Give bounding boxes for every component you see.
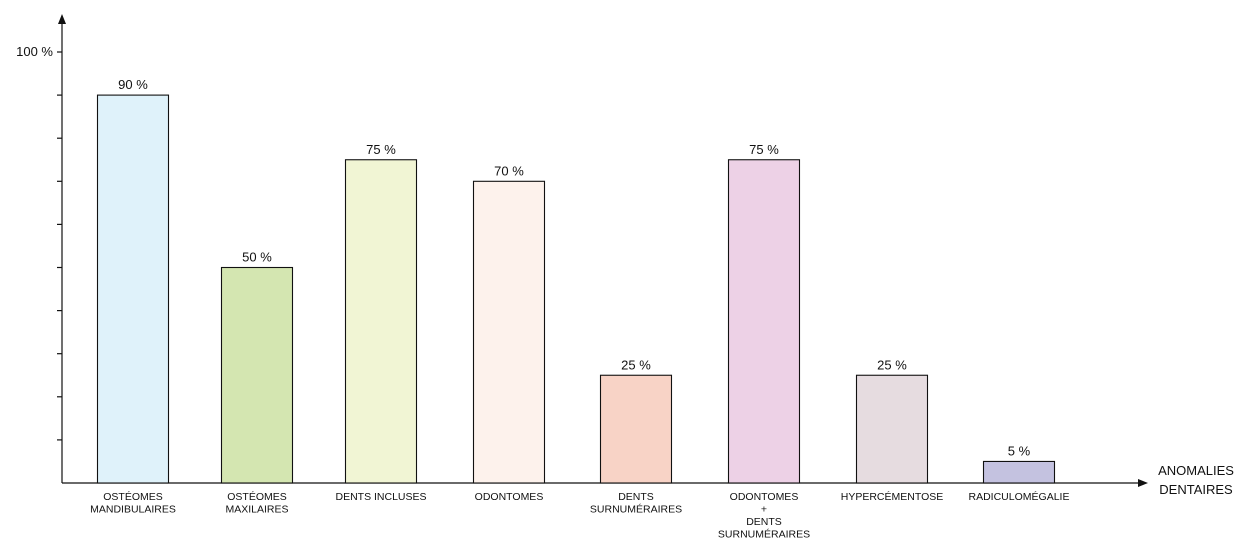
bar-value-label: 75 % bbox=[749, 142, 779, 157]
bar bbox=[220, 266, 294, 484]
category-label-line: HYPERCÉMENTOSE bbox=[841, 490, 944, 503]
category-label-line: ODONTOMES bbox=[730, 491, 799, 503]
category-label-line: ODONTOMES bbox=[475, 491, 544, 503]
bar bbox=[344, 159, 418, 484]
category-label-line: + bbox=[761, 504, 767, 516]
bar-value-label: 5 % bbox=[1008, 443, 1031, 458]
x-axis-arrow-icon bbox=[1138, 479, 1148, 487]
category-label-line: DENTS bbox=[618, 491, 654, 503]
category-label-line: RADICULOMÉGALIE bbox=[969, 490, 1070, 503]
x-axis-title-line: ANOMALIES bbox=[1158, 463, 1234, 478]
bar bbox=[727, 159, 801, 484]
y-axis-arrow-icon bbox=[58, 14, 66, 24]
category-label-line: OSTÉOMES bbox=[227, 490, 287, 503]
category-label-line: DENTS INCLUSES bbox=[335, 491, 426, 503]
bar-value-label: 25 % bbox=[877, 357, 907, 372]
category-label-line: MAXILAIRES bbox=[225, 504, 288, 516]
bar bbox=[96, 94, 170, 484]
bar-value-label: 90 % bbox=[118, 77, 148, 92]
category-label-line: MANDIBULAIRES bbox=[90, 504, 176, 516]
x-axis-title-line: DENTAIRES bbox=[1159, 482, 1233, 497]
bar-value-label: 50 % bbox=[242, 250, 272, 265]
category-label-line: DENTS bbox=[746, 516, 782, 528]
bar-value-label: 75 % bbox=[366, 142, 396, 157]
bar-value-label: 70 % bbox=[494, 163, 524, 178]
bar bbox=[855, 374, 929, 484]
bar bbox=[599, 374, 673, 484]
bar-value-label: 25 % bbox=[621, 357, 651, 372]
y-tick-label-max: 100 % bbox=[16, 44, 53, 59]
category-label-line: SURNUMÉRAIRES bbox=[590, 503, 682, 516]
category-label-line: OSTÉOMES bbox=[103, 490, 163, 503]
category-label-line: SURNUMÉRAIRES bbox=[718, 528, 810, 541]
chart-bars bbox=[96, 94, 1056, 484]
bar bbox=[472, 180, 546, 484]
bar bbox=[982, 460, 1056, 484]
